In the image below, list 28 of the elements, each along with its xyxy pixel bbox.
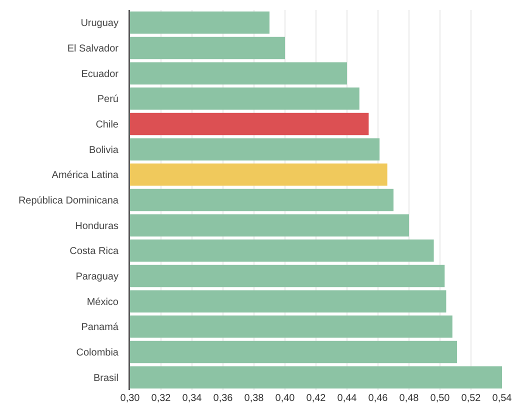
y-tick-label: Panamá bbox=[81, 322, 119, 334]
y-tick-label: Costa Rica bbox=[70, 246, 119, 258]
x-tick-label: 0,54 bbox=[492, 393, 512, 404]
y-tick-label: El Salvador bbox=[67, 44, 120, 54]
y-tick-label: Paraguay bbox=[76, 272, 118, 282]
x-tick-label: 0,40 bbox=[275, 393, 296, 404]
y-tick-label: Bolivia bbox=[89, 144, 119, 156]
y-tick-label: República Dominicana bbox=[18, 196, 119, 206]
y-tick-label: Uruguay bbox=[80, 18, 118, 30]
y-tick-label: Chile bbox=[96, 120, 119, 130]
x-tick-label: 0,38 bbox=[244, 393, 264, 404]
y-tick-label: Perú bbox=[97, 94, 118, 106]
x-tick-label: 0,32 bbox=[151, 393, 172, 404]
x-tick-label: 0,44 bbox=[337, 393, 358, 404]
x-tick-label: 0,50 bbox=[430, 393, 450, 404]
x-tick-label: 0,52 bbox=[461, 393, 482, 404]
x-tick-label: 0,46 bbox=[368, 393, 388, 404]
y-tick-label: México bbox=[86, 296, 119, 308]
x-tick-label: 0,48 bbox=[399, 393, 420, 404]
y-tick-label: América Latina bbox=[52, 170, 119, 182]
y-tick-label: Colombia bbox=[76, 348, 119, 358]
x-tick-label: 0,42 bbox=[306, 393, 326, 404]
x-tick-label: 0,36 bbox=[213, 393, 234, 404]
y-tick-label: Honduras bbox=[75, 220, 118, 232]
x-tick-label: 0,30 bbox=[120, 393, 140, 404]
x-tick-label: 0,34 bbox=[182, 393, 202, 404]
y-tick-label: Brasil bbox=[93, 372, 118, 384]
y-tick-label: Ecuador bbox=[81, 68, 120, 80]
